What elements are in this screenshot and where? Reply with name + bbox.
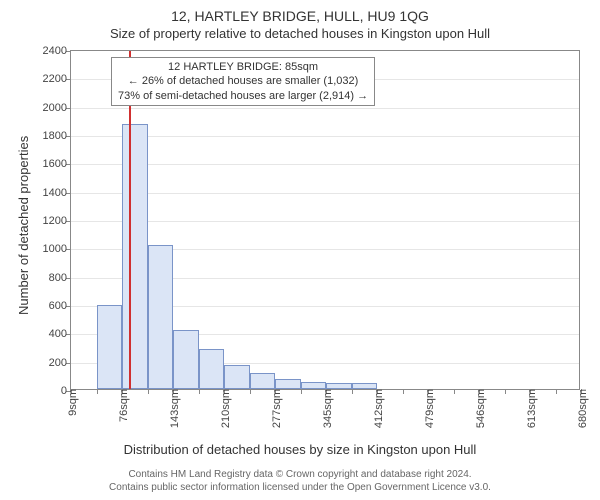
histogram-bar — [250, 373, 276, 389]
x-tick-label: 143sqm — [165, 389, 181, 428]
x-tick-mark — [148, 389, 149, 394]
y-tick-label: 1400 — [43, 187, 71, 199]
page-subtitle: Size of property relative to detached ho… — [0, 24, 600, 41]
x-tick-mark — [352, 389, 353, 394]
y-tick-label: 200 — [49, 357, 71, 369]
y-tick-label: 1600 — [43, 158, 71, 170]
histogram-bar — [173, 330, 199, 390]
x-tick-label: 412sqm — [369, 389, 385, 428]
x-tick-mark — [199, 389, 200, 394]
x-tick-mark — [556, 389, 557, 394]
histogram-bar — [148, 245, 174, 390]
x-tick-label: 680sqm — [573, 389, 589, 428]
x-tick-mark — [97, 389, 98, 394]
y-tick-label: 1000 — [43, 243, 71, 255]
y-tick-label: 1800 — [43, 130, 71, 142]
x-tick-label: 345sqm — [318, 389, 334, 428]
y-tick-label: 800 — [49, 272, 71, 284]
histogram-bar — [199, 349, 225, 389]
y-tick-label: 2000 — [43, 102, 71, 114]
x-axis-title: Distribution of detached houses by size … — [0, 442, 600, 457]
annotation-line-0: 12 HARTLEY BRIDGE: 85sqm — [118, 60, 368, 74]
x-tick-label: 210sqm — [216, 389, 232, 428]
y-tick-label: 2200 — [43, 73, 71, 85]
x-tick-label: 277sqm — [267, 389, 283, 428]
x-tick-label: 76sqm — [114, 389, 130, 422]
gridline-h — [71, 108, 579, 109]
histogram-bar — [97, 305, 123, 389]
x-tick-mark — [403, 389, 404, 394]
x-tick-mark — [505, 389, 506, 394]
footer-line-2: Contains public sector information licen… — [0, 481, 600, 494]
footer-line-1: Contains HM Land Registry data © Crown c… — [0, 468, 600, 481]
annotation-line-1: ← 26% of detached houses are smaller (1,… — [118, 74, 368, 88]
footer-text: Contains HM Land Registry data © Crown c… — [0, 468, 600, 494]
histogram-bar — [301, 382, 327, 389]
histogram-chart: 0200400600800100012001400160018002000220… — [70, 50, 580, 390]
x-tick-label: 613sqm — [522, 389, 538, 428]
x-tick-mark — [454, 389, 455, 394]
x-tick-mark — [250, 389, 251, 394]
x-tick-mark — [301, 389, 302, 394]
y-tick-label: 400 — [49, 328, 71, 340]
histogram-bar — [224, 365, 250, 389]
annotation-box: 12 HARTLEY BRIDGE: 85sqm← 26% of detache… — [111, 57, 375, 106]
histogram-bar — [275, 379, 301, 389]
x-tick-label: 479sqm — [420, 389, 436, 428]
annotation-line-2: 73% of semi-detached houses are larger (… — [118, 89, 368, 103]
x-tick-label: 9sqm — [63, 389, 79, 416]
y-tick-label: 1200 — [43, 215, 71, 227]
x-tick-label: 546sqm — [471, 389, 487, 428]
y-tick-label: 2400 — [43, 45, 71, 57]
y-tick-label: 600 — [49, 300, 71, 312]
y-axis-title: Number of detached properties — [16, 136, 31, 315]
page-title: 12, HARTLEY BRIDGE, HULL, HU9 1QG — [0, 0, 600, 24]
histogram-bar — [122, 124, 148, 389]
